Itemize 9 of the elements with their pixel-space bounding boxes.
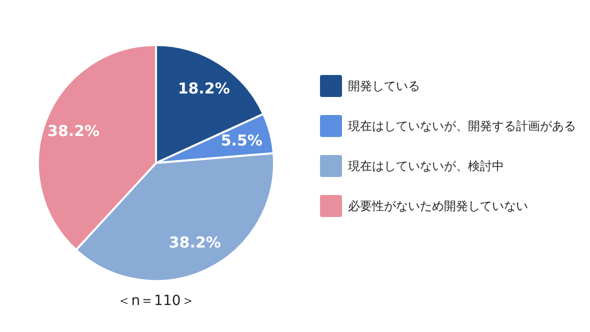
legend-label: 現在はしていないが、開発する計画がある xyxy=(348,119,576,133)
legend-label: 開発している xyxy=(348,79,420,93)
data-label: 5.5% xyxy=(220,132,262,150)
legend-label: 現在はしていないが、検討中 xyxy=(348,159,504,173)
legend-label: 必要性がないため開発していない xyxy=(348,199,528,213)
data-label: 38.2% xyxy=(48,122,100,140)
data-label: 18.2% xyxy=(178,80,230,98)
data-label: 38.2% xyxy=(168,233,221,252)
text: ＜n＝110＞ xyxy=(117,293,195,309)
